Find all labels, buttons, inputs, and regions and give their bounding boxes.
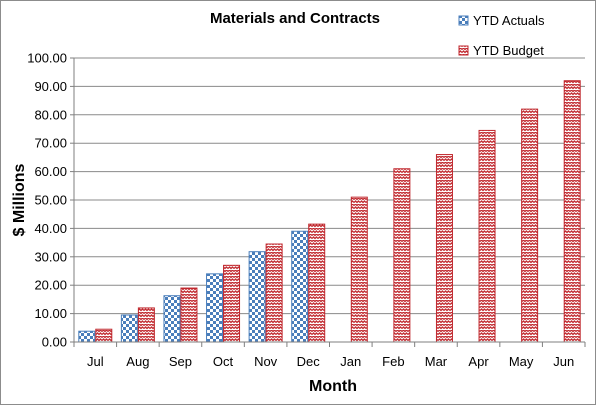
bars [78,80,581,343]
bar-ytd-budget-apr [478,129,496,343]
y-tick-label-20-00: 20.00 [34,278,67,293]
x-tick-label-sep: Sep [169,354,192,369]
chart-title: Materials and Contracts [210,10,380,27]
bar-ytd-actuals-aug [120,314,138,343]
bar-ytd-budget-jun [563,80,581,343]
bar-ytd-budget-aug [137,307,155,343]
x-tick-label-mar: Mar [425,354,448,369]
legend-label-ytd-actuals: YTD Actuals [473,13,545,28]
legend-swatch-ytd-actuals [458,15,469,26]
y-tick-label-70-00: 70.00 [34,136,67,151]
y-tick-label-90-00: 90.00 [34,79,67,94]
x-tick-label-jun: Jun [553,354,574,369]
bar-ytd-budget-may [521,108,539,343]
y-tick-label-50-00: 50.00 [34,193,67,208]
x-tick-label-oct: Oct [213,354,234,369]
y-tick-label-60-00: 60.00 [34,164,67,179]
bar-ytd-budget-dec [308,223,326,343]
bar-ytd-actuals-sep [163,295,181,343]
x-tick-labels: Jul Aug Sep Oct Nov Dec Jan Feb Mar Apr May Jun [87,354,574,369]
y-axis-title: $ Millions [11,163,28,236]
x-tick-label-aug: Aug [126,354,149,369]
bar-ytd-budget-mar [435,154,453,343]
y-tick-label-40-00: 40.00 [34,221,67,236]
x-axis-title: Month [309,378,357,395]
bar-ytd-actuals-dec [291,230,309,343]
bar-ytd-budget-feb [393,168,411,343]
y-tick-labels: 0.00 10.00 20.00 30.00 40.00 50.00 60.00 70.00 8… [27,51,67,350]
y-tick-label-100-00: 100.00 [27,51,67,66]
bar-ytd-budget-oct [223,264,241,343]
y-tick-label-10-00: 10.00 [34,306,67,321]
bar-ytd-budget-jan [350,196,368,343]
y-tick-label-30-00: 30.00 [34,249,67,264]
grid [74,57,585,315]
x-tick-label-jul: Jul [87,354,104,369]
bar-ytd-actuals-oct [206,273,224,343]
x-tick-label-nov: Nov [254,354,278,369]
bar-ytd-budget-jul [95,328,113,343]
x-tick-label-jan: Jan [340,354,361,369]
bar-ytd-budget-sep [180,287,198,343]
legend-swatch-ytd-budget [458,45,469,56]
bar-ytd-budget-nov [265,243,283,343]
x-tick-label-feb: Feb [382,354,404,369]
x-tick-label-may: May [509,354,534,369]
bar-ytd-actuals-nov [248,251,266,343]
axes [70,57,586,347]
y-tick-label-80-00: 80.00 [34,107,67,122]
bar-ytd-actuals-jul [78,330,96,343]
legend-label-ytd-budget: YTD Budget [473,43,544,58]
y-tick-label-0-00: 0.00 [42,335,67,350]
x-tick-label-apr: Apr [468,354,489,369]
x-tick-label-dec: Dec [297,354,321,369]
legend: YTD Actuals YTD Budget [458,13,545,58]
